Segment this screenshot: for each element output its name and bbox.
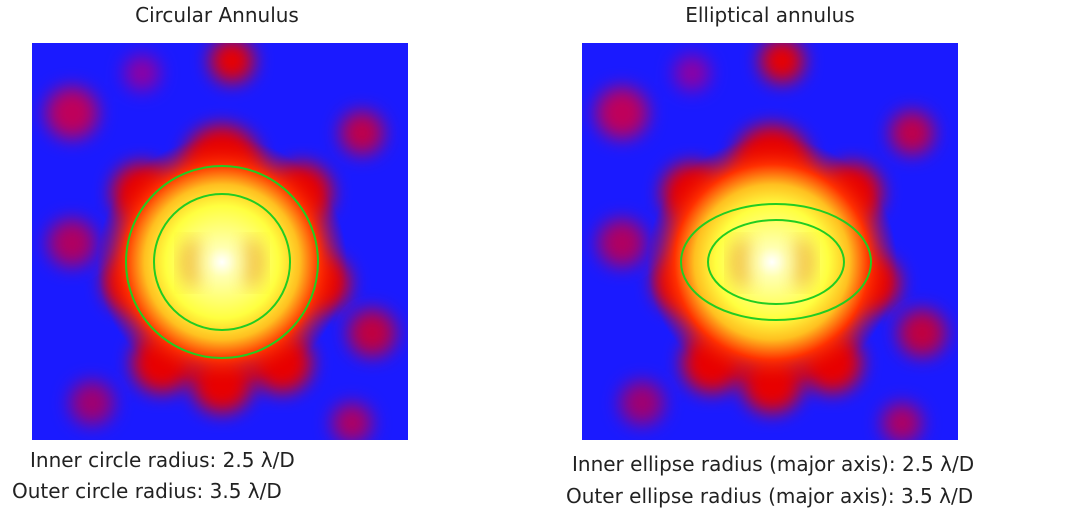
heatmap-image [582,39,958,443]
panel-left: Circular Annulus Inner circle radius: 2.… [12,3,408,503]
panel-title: Circular Annulus [135,3,299,27]
caption: Inner ellipse radius (major axis): 2.5 λ… [572,452,974,476]
panel-right: Elliptical annulus Inner ellipse radius … [566,3,974,508]
panel-title: Elliptical annulus [685,3,855,27]
inner-circle [153,193,291,331]
inner-ellipse [707,219,845,305]
outer-ellipse [680,203,872,321]
heatmap-image [32,39,408,443]
caption: Outer ellipse radius (major axis): 3.5 λ… [566,484,973,508]
caption: Inner circle radius: 2.5 λ/D [30,448,295,472]
outer-circle [125,165,319,359]
caption: Outer circle radius: 3.5 λ/D [12,479,282,503]
